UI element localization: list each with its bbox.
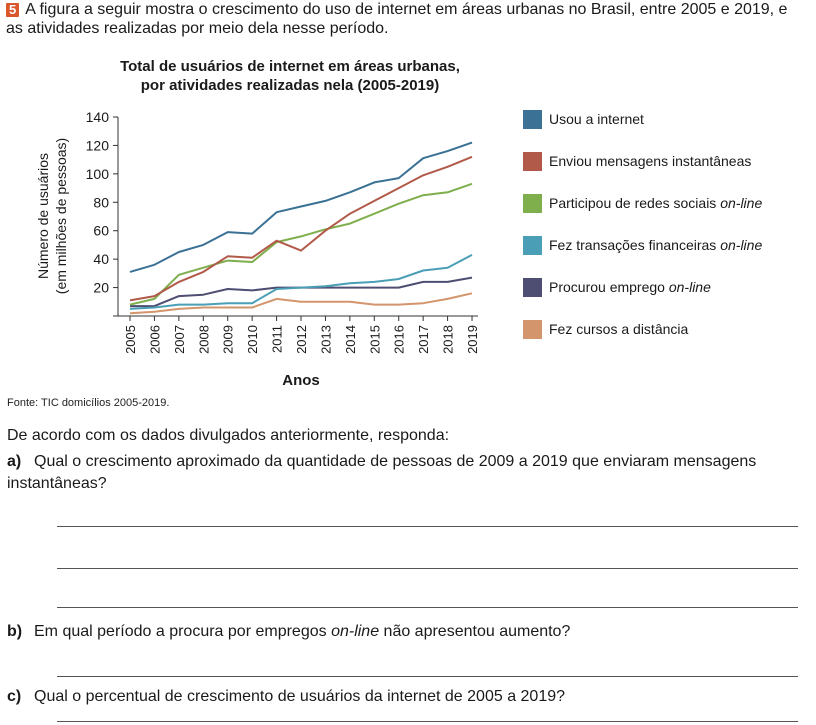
y-axis-label-line-2: (em milhões de pessoas) [53,138,69,294]
answer-line[interactable] [57,607,798,608]
intro-text: A figura a seguir mostra o crescimento d… [6,1,788,37]
question-letter: b) [7,623,23,640]
question-text-italic: on-line [331,623,380,640]
legend-item: Participou de redes sociais on-line [523,192,762,214]
legend-label-text: Procurou emprego [549,279,669,295]
x-tick-label: 2011 [270,325,285,353]
chart-title: Total de usuários de internet em áreas u… [60,57,520,95]
legend-label-italic: on-line [668,279,711,295]
legend-swatch [523,277,542,297]
y-tick-label: 60 [93,223,109,239]
question-text-part: Em qual período a procura por empregos [34,623,332,640]
x-tick-label: 2015 [367,325,382,354]
x-tick-label: 2013 [318,325,333,354]
y-tick-label: 20 [93,280,109,296]
source-note: Fonte: TIC domicílios 2005-2019. [7,397,170,409]
chart-title-line-2: por atividades realizadas nela (2005-201… [140,77,440,94]
legend-label-text: Fez transações financeiras [549,237,721,253]
question-c: c) Qual o percentual de crescimento de us… [7,686,807,708]
y-tick-label: 120 [86,137,110,153]
x-tick-label: 2008 [196,325,211,354]
x-tick-label: 2009 [221,325,236,354]
y-tick-label: 140 [86,109,110,125]
legend-swatch [523,151,542,171]
legend-item: Fez cursos a distância [523,318,688,340]
answer-line[interactable] [57,526,798,527]
legend-label: Fez cursos a distância [549,321,688,337]
legend-label: Enviou mensagens instantâneas [549,153,751,169]
legend-item: Enviou mensagens instantâneas [523,150,751,172]
instructions: De acordo com os dados divulgados anteri… [7,427,450,444]
question-letter: c) [7,688,22,705]
question-letter: a) [7,453,22,470]
answer-line[interactable] [57,568,798,569]
series-line [129,292,473,315]
series-line [129,182,473,306]
series-line [129,155,473,302]
legend-item: Procurou emprego on-line [523,276,711,298]
y-tick-label: 100 [86,166,110,182]
x-axis-label: Anos [282,372,320,389]
question-text: Qual o percentual de crescimento de usuá… [34,688,566,705]
x-tick-label: 2006 [147,325,162,354]
legend-label: Fez transações financeiras on-line [549,237,762,253]
x-tick-label: 2010 [245,325,260,354]
legend-swatch [523,109,542,129]
legend-label-text: Usou a internet [549,111,644,127]
x-tick-label: 2005 [123,325,138,354]
y-tick-label: 40 [93,251,109,267]
legend-swatch [523,235,542,255]
legend-label: Usou a internet [549,111,644,127]
x-tick-label: 2016 [392,325,407,354]
legend-label-text: Enviou mensagens instantâneas [549,153,752,169]
question-text-part: não apresentou aumento? [379,623,571,640]
line-chart: 20 40 60 80 100 120 140 2005 2006 2007 2008 2009 201… [35,109,480,389]
answer-line[interactable] [57,676,798,677]
chart-title-line-1: Total de usuários de internet em áreas u… [120,58,460,75]
answer-line[interactable] [57,721,798,722]
legend-label-text: Fez cursos a distância [549,321,689,337]
question-a: a) Qual o crescimento aproximado da quant… [7,451,807,495]
legend-label: Procurou emprego on-line [549,279,711,295]
y-axis-label-line-1: Número de usuários [35,153,51,279]
legend-label: Participou de redes sociais on-line [549,195,762,211]
legend-label-italic: on-line [720,195,763,211]
legend-item: Usou a internet [523,108,644,130]
exercise-number: 5 [6,3,20,17]
x-tick-label: 2012 [294,325,309,354]
legend-label-text: Participou de redes sociais [549,195,721,211]
legend-label-italic: on-line [720,237,763,253]
y-tick-label: 80 [93,194,109,210]
x-tick-label: 2007 [172,325,187,354]
series-line [129,254,473,310]
question-text: Qual o crescimento aproximado da quantid… [7,453,757,492]
question-text: Em qual período a procura por empregos o… [34,623,570,640]
x-tick-label: 2018 [441,325,456,354]
question-b: b) Em qual período a procura por empregos… [7,621,807,643]
x-tick-label: 2019 [465,325,480,354]
legend-swatch [523,193,542,213]
series-line [129,141,473,273]
legend-swatch [523,319,542,339]
x-tick-label: 2017 [416,325,431,354]
x-tick-label: 2014 [343,325,358,354]
legend-item: Fez transações financeiras on-line [523,234,762,256]
